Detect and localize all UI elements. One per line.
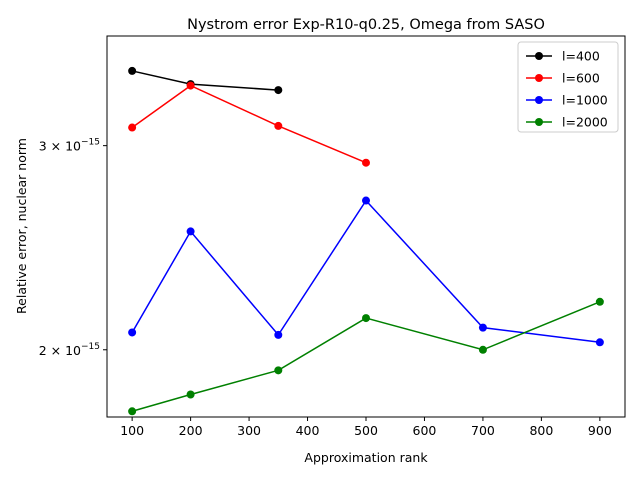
- y-tick-label: 2 × 10−15: [39, 342, 100, 358]
- legend-item: l=400: [526, 49, 600, 64]
- data-point: [186, 227, 195, 236]
- x-tick-label: 700: [471, 423, 495, 438]
- y-tick-label-exponent: −15: [81, 138, 100, 148]
- legend-label: l=2000: [562, 115, 608, 130]
- legend-marker: [535, 118, 543, 126]
- series-line: [131, 84, 367, 164]
- chart-title: Nystrom error Exp-R10-q0.25, Omega from …: [187, 17, 545, 33]
- series-l=600: [128, 81, 370, 167]
- series-line: [131, 199, 600, 344]
- data-point: [478, 323, 487, 332]
- x-tick-label: 100: [120, 423, 144, 438]
- y-tick-label-exponent: −15: [81, 342, 100, 352]
- x-tick-label: 200: [179, 423, 203, 438]
- legend-box: [517, 41, 619, 133]
- legend-item: l=2000: [526, 115, 608, 130]
- y-axis: 3 × 10−152 × 10−15: [39, 138, 107, 358]
- series-line: [131, 301, 601, 413]
- legend-item: l=600: [526, 71, 600, 86]
- legend-label: l=400: [562, 49, 600, 64]
- series-l=2000: [128, 297, 604, 416]
- data-point: [274, 330, 283, 339]
- legend-marker: [535, 74, 543, 82]
- x-tick-label: 800: [529, 423, 553, 438]
- data-point: [128, 328, 137, 337]
- data-point: [362, 158, 370, 167]
- x-tick-label: 400: [296, 423, 320, 438]
- data-point: [274, 366, 283, 375]
- y-tick-label-base: 3 × 10: [39, 139, 81, 154]
- data-point: [128, 66, 137, 75]
- legend-label: l=600: [562, 71, 600, 86]
- x-tick-label: 600: [413, 423, 437, 438]
- data-point: [362, 196, 370, 205]
- data-point: [274, 86, 283, 95]
- data-point: [274, 121, 283, 130]
- data-point: [128, 407, 137, 416]
- x-axis: 100 200 300 400 500 600 700 800 900: [120, 417, 612, 438]
- data-point: [362, 314, 370, 323]
- data-point: [595, 338, 604, 347]
- legend-item: l=1000: [526, 93, 608, 108]
- y-axis-label: Relative error, nuclear norm: [14, 138, 29, 314]
- y-tick-label: 3 × 10−15: [39, 138, 100, 154]
- series-l=1000: [128, 196, 604, 347]
- legend-marker: [535, 96, 543, 104]
- legend-label: l=1000: [562, 93, 608, 108]
- x-tick-label: 500: [354, 423, 378, 438]
- data-point: [595, 297, 604, 306]
- series-layer: [128, 66, 604, 416]
- x-axis-label: Approximation rank: [304, 450, 428, 465]
- x-tick-label: 900: [588, 423, 612, 438]
- data-point: [186, 81, 195, 90]
- data-point: [186, 390, 195, 399]
- legend-marker: [535, 52, 543, 60]
- legend: l=400 l=600 l=1000 l=2000: [517, 41, 619, 133]
- data-point: [478, 345, 487, 354]
- data-point: [128, 123, 137, 132]
- x-tick-label: 300: [237, 423, 261, 438]
- y-tick-label-base: 2 × 10: [39, 343, 81, 358]
